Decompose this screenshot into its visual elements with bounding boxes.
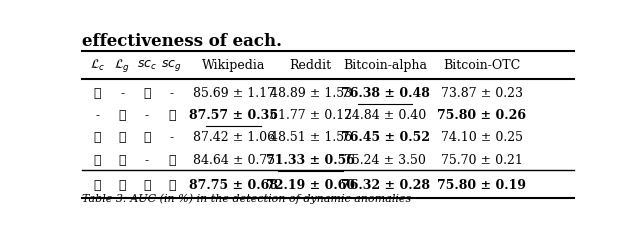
Text: ✓: ✓ — [168, 179, 175, 192]
Text: 73.87 ± 0.23: 73.87 ± 0.23 — [441, 87, 523, 100]
Text: 48.51 ± 1.56: 48.51 ± 1.56 — [269, 132, 352, 144]
Text: -: - — [170, 132, 174, 144]
Text: effectiveness of each.: effectiveness of each. — [83, 33, 282, 50]
Text: 76.32 ± 0.28: 76.32 ± 0.28 — [340, 179, 429, 192]
Text: Wikipedia: Wikipedia — [202, 58, 266, 72]
Text: ✓: ✓ — [93, 179, 101, 192]
Text: $sc_c$: $sc_c$ — [137, 58, 157, 72]
Text: 87.75 ± 0.68: 87.75 ± 0.68 — [189, 179, 278, 192]
Text: Bitcoin-OTC: Bitcoin-OTC — [443, 58, 520, 72]
Text: 85.69 ± 1.17: 85.69 ± 1.17 — [193, 87, 275, 100]
Text: ✓: ✓ — [118, 132, 126, 144]
Text: ✓: ✓ — [118, 154, 126, 167]
Text: -: - — [170, 87, 174, 100]
Text: ✓: ✓ — [143, 179, 150, 192]
Text: 75.24 ± 3.50: 75.24 ± 3.50 — [344, 154, 426, 167]
Text: ✓: ✓ — [93, 132, 101, 144]
Text: ✓: ✓ — [168, 109, 175, 122]
Text: $sc_g$: $sc_g$ — [161, 58, 182, 73]
Text: ✓: ✓ — [143, 87, 150, 100]
Text: 71.33 ± 0.56: 71.33 ± 0.56 — [266, 154, 355, 167]
Text: $\mathcal{L}_g$: $\mathcal{L}_g$ — [114, 57, 130, 73]
Text: 87.57 ± 0.35: 87.57 ± 0.35 — [189, 109, 278, 122]
Text: ✓: ✓ — [93, 154, 101, 167]
Text: 75.80 ± 0.19: 75.80 ± 0.19 — [437, 179, 526, 192]
Text: -: - — [145, 154, 149, 167]
Text: Reddit: Reddit — [289, 58, 332, 72]
Text: 76.45 ± 0.52: 76.45 ± 0.52 — [340, 132, 429, 144]
Text: Bitcoin-alpha: Bitcoin-alpha — [343, 58, 427, 72]
Text: ✓: ✓ — [168, 154, 175, 167]
Text: 87.42 ± 1.06: 87.42 ± 1.06 — [193, 132, 275, 144]
Text: -: - — [95, 109, 99, 122]
Text: 74.10 ± 0.25: 74.10 ± 0.25 — [441, 132, 523, 144]
Text: 74.84 ± 0.40: 74.84 ± 0.40 — [344, 109, 426, 122]
Text: 48.89 ± 1.53: 48.89 ± 1.53 — [269, 87, 352, 100]
Text: 76.38 ± 0.48: 76.38 ± 0.48 — [340, 87, 429, 100]
Text: ✓: ✓ — [143, 132, 150, 144]
Text: $\mathcal{L}_c$: $\mathcal{L}_c$ — [90, 58, 105, 73]
Text: -: - — [120, 87, 124, 100]
Text: ✓: ✓ — [93, 87, 101, 100]
Text: ✓: ✓ — [118, 179, 126, 192]
Text: -: - — [145, 109, 149, 122]
Text: 61.77 ± 0.12: 61.77 ± 0.12 — [269, 109, 351, 122]
Text: 84.64 ± 0.75: 84.64 ± 0.75 — [193, 154, 275, 167]
Text: 72.19 ± 0.60: 72.19 ± 0.60 — [266, 179, 355, 192]
Text: 75.80 ± 0.26: 75.80 ± 0.26 — [437, 109, 526, 122]
Text: 75.70 ± 0.21: 75.70 ± 0.21 — [441, 154, 523, 167]
Text: Table 3: AUC (in %) in the detection of dynamic anomalies: Table 3: AUC (in %) in the detection of … — [83, 194, 412, 204]
Text: ✓: ✓ — [118, 109, 126, 122]
